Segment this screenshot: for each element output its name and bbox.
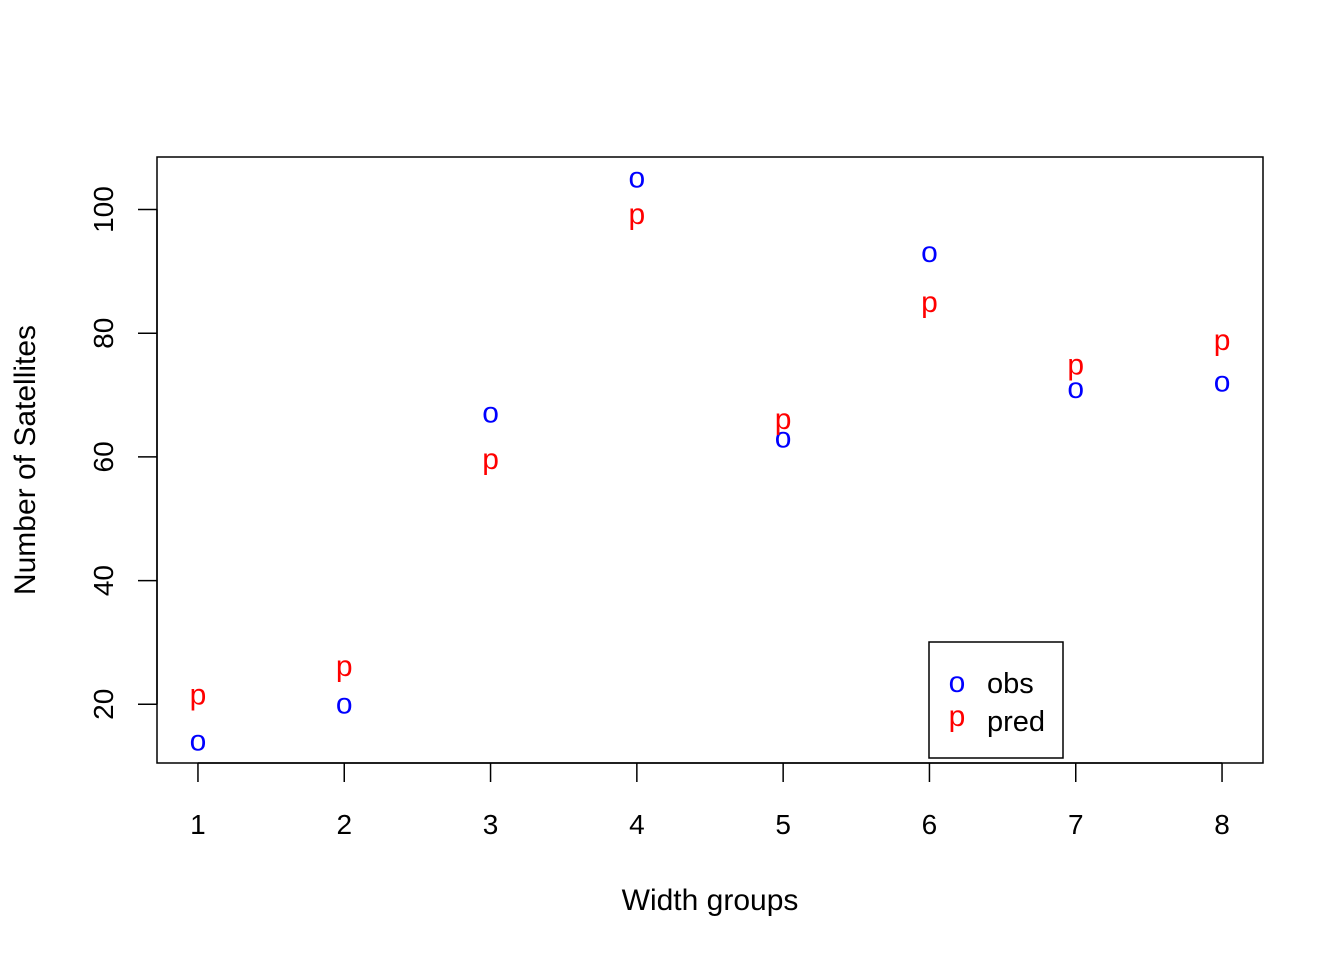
x-tick-label: 2	[336, 809, 352, 840]
y-tick-label: 20	[88, 689, 119, 720]
x-axis: 1 2 3 4 5 6 7 8	[190, 762, 1230, 840]
legend: o obs p pred	[928, 641, 1064, 759]
point-pred-7: p	[1067, 348, 1084, 381]
point-obs-6: o	[921, 236, 938, 269]
y-tick-label: 100	[88, 186, 119, 233]
legend-label-obs: obs	[987, 668, 1034, 700]
y-axis-title: Number of Satellites	[9, 325, 42, 595]
legend-symbol-obs: o	[949, 666, 966, 699]
x-tick-label: 4	[629, 809, 645, 840]
point-obs-1: o	[190, 724, 207, 757]
x-tick-label: 7	[1068, 809, 1084, 840]
point-obs-2: o	[336, 687, 353, 720]
point-obs-5: o	[775, 421, 792, 454]
point-pred-8: p	[1214, 324, 1231, 357]
plot-box	[156, 156, 1264, 764]
x-axis-title: Width groups	[622, 884, 799, 917]
point-obs-4: o	[629, 162, 646, 195]
legend-box	[928, 641, 1064, 759]
point-pred-3: p	[482, 443, 499, 476]
legend-symbol-pred: p	[949, 700, 966, 733]
y-tick-label: 40	[88, 565, 119, 596]
y-tick-label: 60	[88, 441, 119, 472]
x-tick-label: 1	[190, 809, 206, 840]
point-obs-3: o	[482, 397, 499, 430]
x-tick-label: 5	[775, 809, 791, 840]
point-pred-2: p	[336, 650, 353, 683]
point-obs-8: o	[1214, 366, 1231, 399]
x-tick-label: 3	[483, 809, 499, 840]
x-tick-label: 8	[1214, 809, 1230, 840]
point-pred-1: p	[190, 679, 207, 712]
point-pred-5: p	[775, 403, 792, 436]
legend-label-pred: pred	[987, 706, 1045, 738]
y-axis: 20 40 60 80 100	[88, 186, 158, 720]
point-obs-7: o	[1067, 372, 1084, 405]
point-pred-4: p	[629, 198, 646, 231]
y-tick-label: 80	[88, 318, 119, 349]
x-tick-label: 6	[922, 809, 938, 840]
point-pred-6: p	[921, 286, 938, 319]
